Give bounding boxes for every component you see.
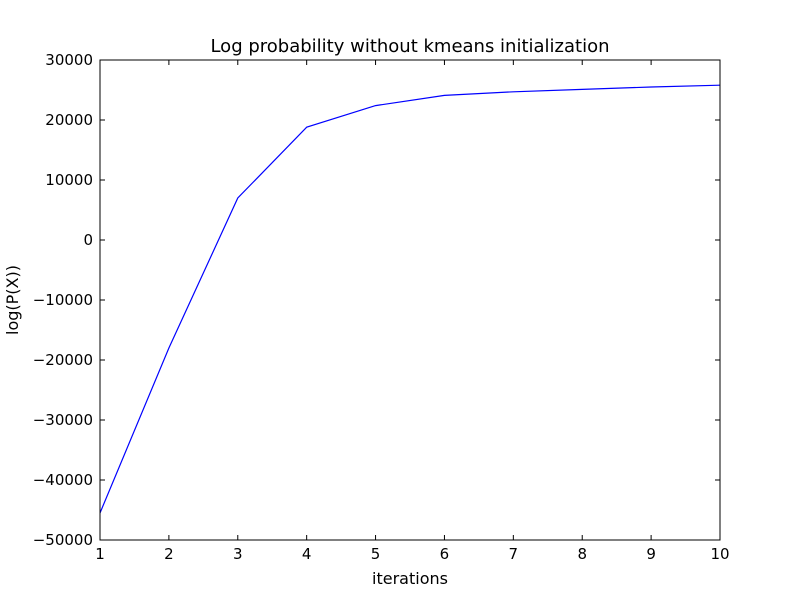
y-axis-label: log(P(X)): [3, 265, 22, 335]
y-tick-label: −40000: [33, 471, 93, 489]
x-tick-label: 5: [371, 545, 381, 563]
y-tick-label: 0: [83, 231, 93, 249]
x-tick-label: 3: [233, 545, 243, 563]
y-tick-label: −10000: [33, 291, 93, 309]
x-tick-label: 10: [710, 545, 729, 563]
y-tick-label: −20000: [33, 351, 93, 369]
x-axis-ticks: 1 2 3 4 5 6 7 8 9 10: [95, 60, 730, 563]
x-tick-label: 9: [646, 545, 656, 563]
x-tick-label: 8: [577, 545, 587, 563]
x-axis-label: iterations: [372, 569, 448, 588]
y-tick-label: 20000: [45, 111, 93, 129]
y-axis-ticks: −50000 −40000 −30000 −20000 −10000 0 10000 2000…: [33, 51, 720, 549]
x-tick-label: 7: [509, 545, 519, 563]
x-tick-label: 1: [95, 545, 105, 563]
x-tick-label: 2: [164, 545, 174, 563]
plot-area: [99, 59, 721, 541]
y-tick-label: 30000: [45, 51, 93, 69]
y-tick-label: −30000: [33, 411, 93, 429]
series-line-0: [99, 84, 721, 514]
x-tick-label: 6: [440, 545, 450, 563]
y-tick-label: 10000: [45, 171, 93, 189]
chart-title: Log probability without kmeans initializ…: [210, 36, 609, 57]
x-tick-label: 4: [302, 545, 312, 563]
plot-frame: [99, 59, 721, 541]
y-tick-label: −50000: [33, 531, 93, 549]
